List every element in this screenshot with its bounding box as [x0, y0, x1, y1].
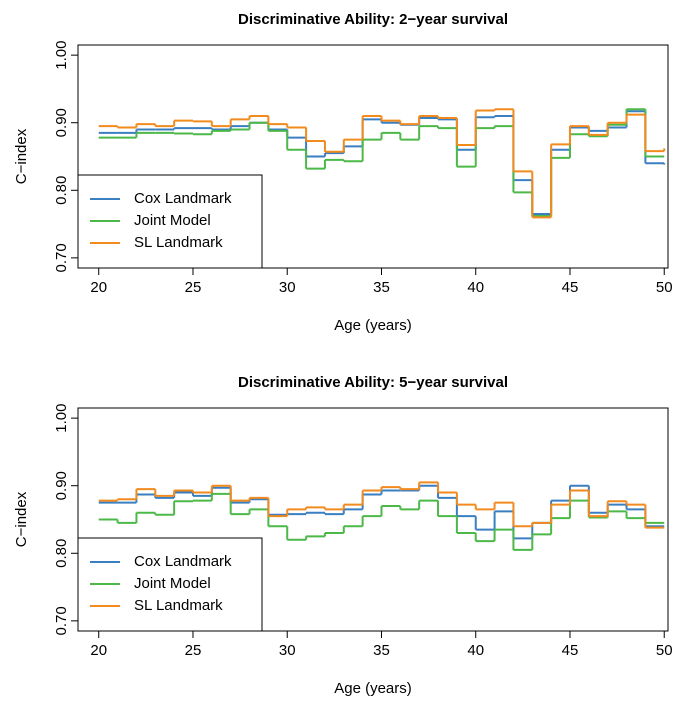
legend-label: Joint Model: [134, 212, 211, 229]
x-tick-label: 45: [562, 642, 579, 659]
y-tick-label: 1.00: [53, 404, 70, 433]
x-axis-label: Age (years): [334, 680, 412, 697]
legend-label: SL Landmark: [134, 597, 223, 614]
x-tick-label: 20: [90, 279, 107, 296]
y-axis-label: C−index: [13, 491, 30, 547]
legend-label: Cox Landmark: [134, 190, 232, 207]
x-tick-label: 45: [562, 279, 579, 296]
y-tick-label: 0.90: [53, 471, 70, 500]
y-tick-label: 0.80: [53, 539, 70, 568]
legend-label: SL Landmark: [134, 234, 223, 251]
x-tick-label: 40: [467, 642, 484, 659]
y-tick-label: 0.80: [53, 176, 70, 205]
y-tick-label: 1.00: [53, 41, 70, 70]
x-tick-label: 25: [185, 642, 202, 659]
y-tick-label: 0.70: [53, 606, 70, 635]
y-tick-label: 0.70: [53, 243, 70, 272]
plot-frame: [77, 44, 669, 269]
x-tick-label: 40: [467, 279, 484, 296]
panel: Discriminative Ability: 5−year survival A…: [13, 374, 673, 697]
legend-label: Joint Model: [134, 575, 211, 592]
x-axis-label: Age (years): [334, 317, 412, 334]
legend-label: Cox Landmark: [134, 553, 232, 570]
y-axis-label: C−index: [13, 128, 30, 184]
chart-title: Discriminative Ability: 2−year survival: [238, 11, 508, 28]
x-tick-label: 50: [656, 642, 673, 659]
x-tick-label: 25: [185, 279, 202, 296]
chart-title: Discriminative Ability: 5−year survival: [238, 374, 508, 391]
x-tick-label: 30: [279, 279, 296, 296]
x-tick-label: 50: [656, 279, 673, 296]
x-tick-label: 35: [373, 642, 390, 659]
panel: Discriminative Ability: 2−year survival A…: [13, 11, 673, 334]
plot-frame: [77, 407, 669, 632]
x-tick-label: 30: [279, 642, 296, 659]
x-tick-label: 35: [373, 279, 390, 296]
x-tick-label: 20: [90, 642, 107, 659]
y-tick-label: 0.90: [53, 108, 70, 137]
